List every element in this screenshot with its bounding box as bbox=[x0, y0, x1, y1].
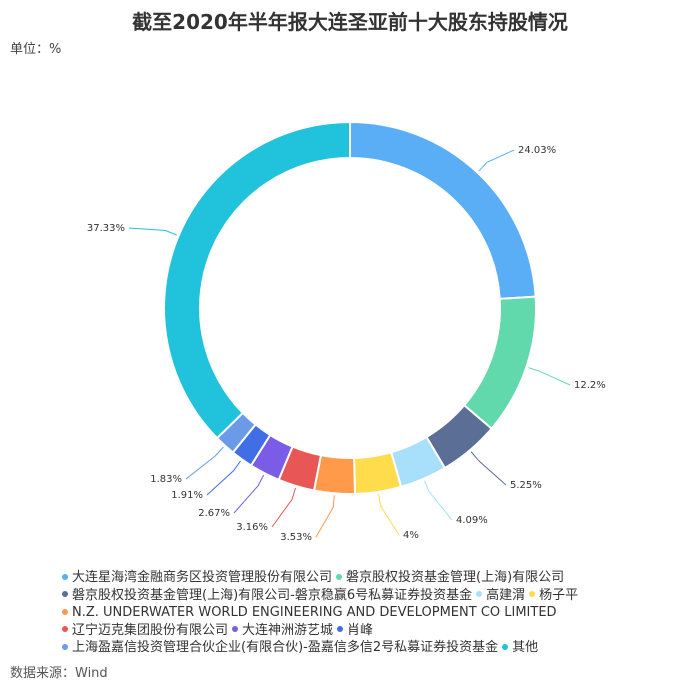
slice-labels: 24.03% 12.2% 5.25% 4.09% 4% 3.53% 3.16% 2.67% 1.… bbox=[87, 145, 606, 543]
legend-dot-icon bbox=[336, 573, 343, 580]
legend-label: 辽宁迈克集团股份有限公司 bbox=[72, 622, 229, 638]
leader-line-1 bbox=[478, 149, 515, 172]
leader-line-7 bbox=[271, 487, 296, 528]
slice-label-1: 24.03% bbox=[518, 145, 556, 156]
slice-2[interactable] bbox=[462, 295, 537, 431]
legend-item-6[interactable]: N.Z. UNDERWATER WORLD ENGINEERING AND DE… bbox=[62, 604, 557, 622]
legend-label: 上海盈嘉信投资管理合伙企业(有限合伙)-盈嘉信多信2号私募证券投资基金 bbox=[72, 640, 499, 655]
leader-line-10 bbox=[185, 446, 224, 480]
legend-dot-icon bbox=[529, 591, 536, 597]
unit-label: 单位：% bbox=[10, 42, 62, 57]
leader-line-6 bbox=[315, 495, 335, 538]
legend-label: 磐京股权投资基金管理(上海)有限公司-磐京稳赢6号私募证券投资基金 bbox=[72, 587, 473, 603]
legend-dot-icon bbox=[502, 643, 509, 650]
slice-label-9: 1.91% bbox=[171, 490, 203, 501]
slice-label-10: 1.83% bbox=[150, 474, 182, 485]
legend-dot-icon bbox=[62, 573, 68, 580]
legend-dot-icon bbox=[62, 608, 68, 615]
legend-dot-icon bbox=[232, 626, 239, 632]
slice-label-4: 4.09% bbox=[456, 515, 488, 526]
legend-item-5[interactable]: 杨子平 bbox=[529, 587, 578, 605]
leader-line-2 bbox=[528, 367, 571, 386]
leader-line-8 bbox=[233, 474, 265, 514]
legend-label: 高建渭 bbox=[486, 587, 526, 603]
leader-line-4 bbox=[423, 480, 453, 521]
slice-label-11: 37.33% bbox=[87, 223, 125, 234]
slice-label-8: 2.67% bbox=[198, 508, 230, 519]
legend-item-11[interactable]: 其他 bbox=[502, 639, 538, 657]
label-leaders bbox=[128, 149, 571, 538]
legend-label: 其他 bbox=[512, 640, 539, 655]
leader-line-9 bbox=[206, 460, 242, 496]
legend-item-8[interactable]: 大连神洲游艺城 bbox=[232, 622, 333, 640]
slice-1[interactable] bbox=[349, 120, 537, 300]
slice-label-5: 4% bbox=[403, 530, 419, 541]
slice-label-2: 12.2% bbox=[574, 380, 606, 391]
donut-chart: 24.03% 12.2% 5.25% 4.09% 4% 3.53% 3.16% 2.67% 1.… bbox=[87, 120, 606, 543]
slice-label-3: 5.25% bbox=[510, 480, 542, 491]
leader-line-11 bbox=[128, 227, 177, 236]
legend-item-4[interactable]: 高建渭 bbox=[476, 587, 525, 605]
legend-label: N.Z. UNDERWATER WORLD ENGINEERING AND DE… bbox=[72, 605, 557, 620]
legend-label: 大连神洲游艺城 bbox=[242, 622, 334, 638]
legend-dot-icon bbox=[62, 626, 68, 632]
legend-label: 肖峰 bbox=[347, 622, 374, 638]
legend-dot-icon bbox=[476, 591, 483, 597]
legend-dot-icon bbox=[62, 591, 68, 597]
legend-label: 大连星海湾金融商务区投资管理股份有限公司 bbox=[72, 570, 333, 585]
legend: 大连星海湾金融商务区投资管理股份有限公司 磐京股权投资基金管理(上海)有限公司磐京… bbox=[62, 569, 662, 657]
slice-11[interactable] bbox=[163, 120, 351, 440]
legend-label: 磐京股权投资基金管理(上海)有限公司 bbox=[346, 570, 565, 585]
legend-label: 杨子平 bbox=[539, 587, 579, 603]
legend-dot-icon bbox=[337, 626, 344, 632]
leader-line-5 bbox=[378, 493, 400, 536]
legend-item-2[interactable]: 磐京股权投资基金管理(上海)有限公司 bbox=[336, 569, 564, 587]
legend-item-9[interactable]: 肖峰 bbox=[337, 622, 373, 640]
legend-item-3[interactable]: 磐京股权投资基金管理(上海)有限公司-磐京稳赢6号私募证券投资基金 bbox=[62, 587, 472, 605]
chart-title: 截至2020年半年报大连圣亚前十大股东持股情况 bbox=[132, 10, 568, 34]
slice-label-7: 3.16% bbox=[236, 522, 268, 533]
data-source: 数据来源：Wind bbox=[10, 666, 108, 681]
legend-item-10[interactable]: 上海盈嘉信投资管理合伙企业(有限合伙)-盈嘉信多信2号私募证券投资基金 bbox=[62, 639, 498, 657]
leader-line-3 bbox=[470, 451, 507, 486]
donut-slices bbox=[163, 120, 537, 495]
legend-item-1[interactable]: 大连星海湾金融商务区投资管理股份有限公司 bbox=[62, 569, 332, 587]
legend-item-7[interactable]: 辽宁迈克集团股份有限公司 bbox=[62, 622, 228, 640]
legend-dot-icon bbox=[62, 643, 68, 650]
slice-label-6: 3.53% bbox=[280, 532, 312, 543]
